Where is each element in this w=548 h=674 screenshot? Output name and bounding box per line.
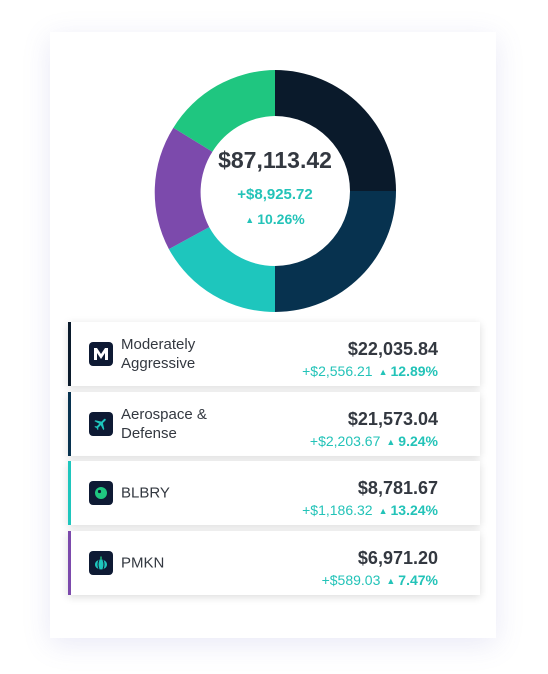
holding-color-bar — [68, 322, 71, 386]
holding-pct-value: 9.24% — [398, 433, 438, 449]
holding-pct: ▲ 7.47% — [386, 572, 438, 588]
segment-aerospace-defense[interactable] — [275, 191, 396, 312]
segment-blbry[interactable] — [168, 227, 275, 312]
portfolio-gain: +$8,925.72 — [237, 186, 313, 203]
up-arrow-icon: ▲ — [378, 367, 388, 377]
holding-change: +$1,186.32 ▲ 13.24% — [302, 502, 438, 518]
holding-gain: +$2,203.67 — [309, 433, 381, 449]
holding-pct: ▲ 12.89% — [379, 363, 438, 379]
portfolio-card: $87,113.42 +$8,925.72 ▲ 10.26% Moderately… — [50, 32, 496, 638]
portfolio-pct: ▲ 10.26% — [245, 211, 304, 227]
holding-pct: ▲ 9.24% — [386, 433, 438, 449]
holding-gain: +$2,556.21 — [302, 363, 373, 379]
holding-row-aerospace-defense[interactable]: Aerospace & Defense $21,573.04 +$2,203.6… — [68, 392, 480, 456]
donut-chart — [154, 70, 396, 312]
holding-row-moderately-aggressive[interactable]: Moderately Aggressive $22,035.84 +$2,556… — [68, 322, 480, 386]
segment-pmkn[interactable] — [154, 127, 213, 250]
portfolio-total: $87,113.42 — [218, 147, 332, 173]
holding-gain: +$1,186.32 — [302, 502, 373, 518]
holding-color-bar — [68, 392, 71, 456]
up-arrow-icon: ▲ — [386, 437, 396, 447]
holding-pct-value: 13.24% — [390, 502, 438, 518]
holding-name: Moderately Aggressive — [121, 336, 196, 372]
holding-pct-value: 7.47% — [398, 572, 438, 588]
portfolio-pct-value: 10.26% — [257, 211, 305, 227]
holding-name: Aerospace & Defense — [121, 406, 207, 442]
holding-value: $21,573.04 — [347, 409, 438, 429]
holding-pct: ▲ 13.24% — [379, 502, 438, 518]
airplane-icon — [89, 412, 113, 436]
pumpkin-icon — [89, 551, 113, 575]
segment-other[interactable] — [173, 70, 275, 152]
holding-pct-value: 12.89% — [390, 363, 438, 379]
blueberry-icon — [89, 481, 113, 505]
up-arrow-icon: ▲ — [386, 576, 396, 586]
donut-center: $87,113.42 +$8,925.72 ▲ 10.26% — [154, 70, 396, 312]
holding-change: +$589.03 ▲ 7.47% — [322, 572, 438, 588]
holding-row-blbry[interactable]: BLBRY $8,781.67 +$1,186.32 ▲ 13.24% — [68, 461, 480, 525]
holding-change: +$2,203.67 ▲ 9.24% — [310, 433, 438, 449]
holding-name: BLBRY — [121, 484, 170, 502]
allocation-donut: $87,113.42 +$8,925.72 ▲ 10.26% — [154, 70, 396, 312]
holding-row-pmkn[interactable]: PMKN $6,971.20 +$589.03 ▲ 7.47% — [68, 531, 480, 595]
holding-value: $6,971.20 — [357, 548, 438, 568]
segment-moderately-aggressive[interactable] — [275, 70, 396, 191]
holding-value: $22,035.84 — [347, 339, 438, 359]
m-logo-icon — [89, 342, 113, 366]
up-arrow-icon: ▲ — [245, 215, 255, 225]
holding-name: PMKN — [121, 554, 165, 572]
holding-color-bar — [68, 531, 71, 595]
holding-gain: +$589.03 — [321, 572, 381, 588]
holding-value: $8,781.67 — [357, 478, 438, 498]
holding-color-bar — [68, 461, 71, 525]
up-arrow-icon: ▲ — [378, 506, 388, 516]
holding-change: +$2,556.21 ▲ 12.89% — [302, 363, 438, 379]
